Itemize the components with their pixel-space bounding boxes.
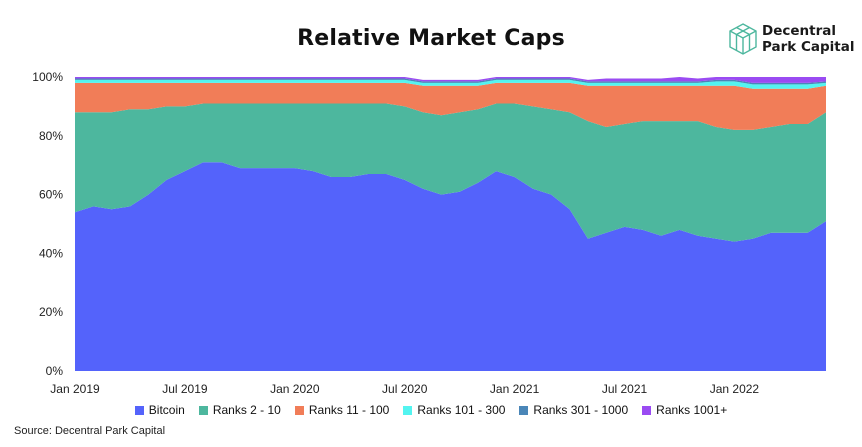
x-tick-label: Jan 2019 <box>50 382 100 396</box>
logo-line-2: Park Capital <box>762 39 855 55</box>
legend-swatch <box>294 405 304 415</box>
legend-swatch <box>642 405 652 415</box>
area-bitcoin <box>75 162 826 371</box>
x-tick-label: Jul 2020 <box>382 382 428 396</box>
source-note: Source: Decentral Park Capital <box>14 425 166 437</box>
logo-line-1: Decentral <box>762 23 836 39</box>
x-tick-label: Jan 2020 <box>270 382 320 396</box>
x-tick-label: Jan 2022 <box>710 382 760 396</box>
area-ranks-2-10 <box>75 103 826 242</box>
legend-swatch <box>134 405 144 415</box>
legend-item: Ranks 2 - 10 <box>198 403 281 417</box>
stacked-area-chart: 0% 20% 40% 60% 80% 100% Jan 2019 Jul 2019 Jan 20… <box>32 70 826 396</box>
y-tick-label: 0% <box>46 364 64 378</box>
x-tick-label: Jul 2021 <box>602 382 648 396</box>
cube-icon <box>729 23 757 55</box>
legend: Bitcoin Ranks 2 - 10 Ranks 11 - 100 Ranks 1… <box>0 403 862 417</box>
y-tick-label: 100% <box>32 70 63 84</box>
legend-swatch <box>403 405 413 415</box>
legend-item: Ranks 301 - 1000 <box>519 403 628 417</box>
legend-label: Ranks 1001+ <box>656 403 728 417</box>
legend-label: Ranks 11 - 100 <box>308 403 390 417</box>
legend-item: Ranks 11 - 100 <box>294 403 390 417</box>
y-tick-label: 20% <box>39 305 63 319</box>
y-tick-label: 60% <box>39 188 63 202</box>
legend-label: Ranks 301 - 1000 <box>533 403 629 417</box>
y-tick-label: 40% <box>39 246 63 260</box>
chart-title: Relative Market Caps <box>297 26 565 51</box>
logo: Decentral Park Capital <box>728 20 854 58</box>
legend-item: Ranks 1001+ <box>642 403 727 417</box>
y-tick-label: 80% <box>39 129 63 143</box>
area-ranks-101-300 <box>75 79 826 89</box>
legend-label: Bitcoin <box>148 403 185 417</box>
legend-swatch <box>519 405 529 415</box>
area-ranks-301-1000 <box>75 78 826 85</box>
legend-item: Ranks 101 - 300 <box>403 403 505 417</box>
x-tick-label: Jan 2021 <box>490 382 540 396</box>
legend-swatch <box>198 405 208 415</box>
legend-label: Ranks 2 - 10 <box>212 403 281 417</box>
legend-label: Ranks 101 - 300 <box>417 403 506 417</box>
area-ranks-11-100 <box>75 82 826 130</box>
legend-item: Bitcoin <box>134 403 185 417</box>
x-tick-label: Jul 2019 <box>162 382 208 396</box>
area-ranks-1001- <box>75 77 826 83</box>
